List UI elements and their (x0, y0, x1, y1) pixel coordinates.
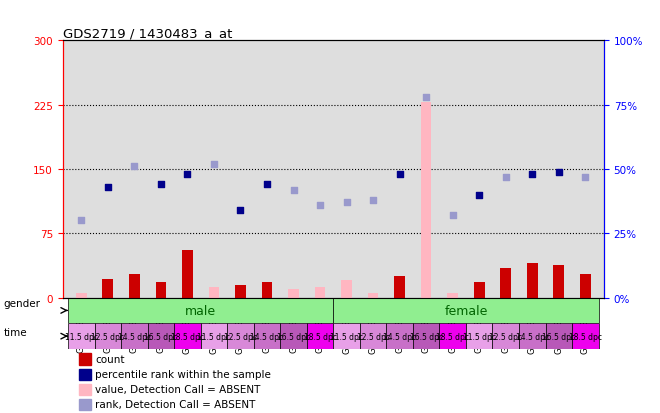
Text: count: count (95, 354, 125, 364)
Bar (315, 287, 325, 298)
Text: 11.5 dpc: 11.5 dpc (65, 332, 98, 341)
Bar (253, 323, 280, 349)
Bar (394, 276, 405, 298)
Text: 18.5 dpc: 18.5 dpc (569, 332, 602, 341)
Text: 12.5 dpc: 12.5 dpc (356, 332, 389, 341)
Bar (368, 294, 378, 298)
Text: 11.5 dpc: 11.5 dpc (197, 332, 230, 341)
Bar (333, 298, 599, 323)
Point (500, 174, 511, 180)
Point (182, 171, 193, 178)
Bar (447, 294, 458, 298)
Point (474, 192, 484, 199)
Bar (102, 279, 113, 298)
Point (447, 212, 458, 219)
Text: value, Detection Call = ABSENT: value, Detection Call = ABSENT (95, 384, 261, 394)
Bar (148, 323, 174, 349)
Text: 18.5 dpc: 18.5 dpc (436, 332, 469, 341)
Point (129, 164, 140, 170)
Bar (546, 323, 572, 349)
Bar (519, 323, 546, 349)
Bar (261, 282, 273, 298)
Bar (209, 287, 219, 298)
Text: 14.5 dpc: 14.5 dpc (515, 332, 549, 341)
Point (102, 184, 113, 191)
Bar (76, 294, 86, 298)
Bar (79, 369, 91, 380)
Bar (360, 323, 386, 349)
Bar (68, 298, 333, 323)
Point (554, 169, 564, 176)
Text: 16.5 dpc: 16.5 dpc (145, 332, 178, 341)
Bar (201, 323, 227, 349)
Text: 14.5 dpc: 14.5 dpc (383, 332, 416, 341)
Point (262, 182, 273, 188)
Text: 16.5 dpc: 16.5 dpc (410, 332, 443, 341)
Point (288, 187, 299, 193)
Point (421, 95, 432, 101)
Bar (94, 323, 121, 349)
Bar (333, 323, 360, 349)
Bar (129, 274, 140, 298)
Text: female: female (444, 304, 488, 317)
Bar (572, 323, 599, 349)
Bar (554, 265, 564, 298)
Text: 14.5 dpc: 14.5 dpc (117, 332, 151, 341)
Bar (341, 281, 352, 298)
Bar (440, 323, 466, 349)
Point (341, 199, 352, 206)
Bar (474, 282, 484, 298)
Text: 16.5 dpc: 16.5 dpc (543, 332, 576, 341)
Bar (79, 399, 91, 410)
Bar (307, 323, 333, 349)
Bar (156, 282, 166, 298)
Bar (79, 354, 91, 365)
Text: GDS2719 / 1430483_a_at: GDS2719 / 1430483_a_at (63, 27, 232, 40)
Bar (492, 323, 519, 349)
Point (76, 218, 86, 224)
Text: time: time (3, 328, 27, 337)
Bar (280, 323, 307, 349)
Bar (386, 323, 413, 349)
Point (235, 207, 246, 214)
Text: gender: gender (3, 299, 40, 309)
Text: 12.5 dpc: 12.5 dpc (91, 332, 124, 341)
Point (156, 182, 166, 188)
Point (394, 171, 405, 178)
Text: 18.5 dpc: 18.5 dpc (304, 332, 337, 341)
Bar (121, 323, 148, 349)
Point (368, 197, 378, 204)
Text: 12.5 dpc: 12.5 dpc (224, 332, 257, 341)
Bar (500, 268, 511, 298)
Bar (421, 103, 432, 298)
Bar (235, 285, 246, 298)
Bar (227, 323, 253, 349)
Text: 11.5 dpc: 11.5 dpc (330, 332, 363, 341)
Bar (182, 251, 193, 298)
Bar (174, 323, 201, 349)
Text: 12.5 dpc: 12.5 dpc (489, 332, 522, 341)
Bar (413, 323, 440, 349)
Point (527, 171, 537, 178)
Text: 11.5 dpc: 11.5 dpc (463, 332, 496, 341)
Text: 14.5 dpc: 14.5 dpc (250, 332, 284, 341)
Text: male: male (185, 304, 216, 317)
Point (209, 161, 219, 168)
Bar (527, 263, 538, 298)
Bar (580, 274, 591, 298)
Bar (466, 323, 492, 349)
Text: percentile rank within the sample: percentile rank within the sample (95, 369, 271, 379)
Text: rank, Detection Call = ABSENT: rank, Detection Call = ABSENT (95, 399, 255, 409)
Point (580, 174, 591, 180)
Bar (68, 323, 94, 349)
Bar (288, 289, 299, 298)
Point (315, 202, 325, 209)
Text: 18.5 dpc: 18.5 dpc (171, 332, 204, 341)
Bar (79, 384, 91, 395)
Text: 16.5 dpc: 16.5 dpc (277, 332, 310, 341)
